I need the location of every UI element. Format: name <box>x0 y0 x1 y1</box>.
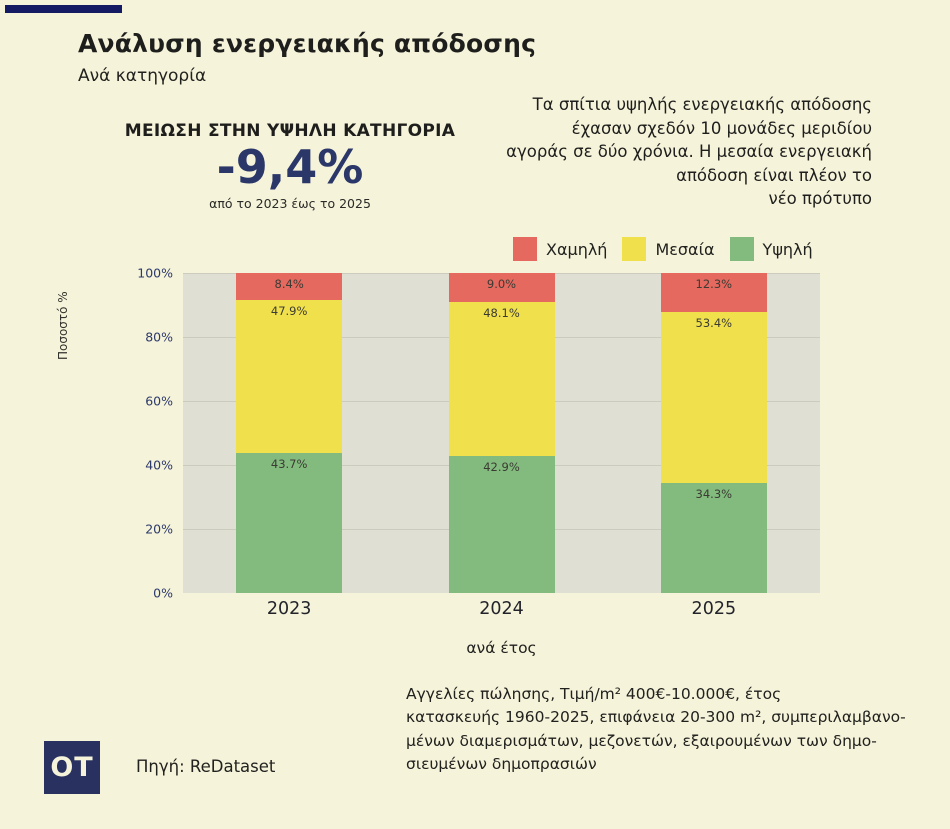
segment-value-label: 43.7% <box>270 457 308 472</box>
segment-value-label: 9.0% <box>486 277 517 292</box>
key-stat-heading: ΜΕΙΩΣΗ ΣΤΗΝ ΥΨΗΛΗ ΚΑΤΗΓΟΡΙΑ <box>124 121 456 141</box>
segment-value-label: 12.3% <box>695 277 733 292</box>
y-tick-label: 80% <box>145 329 173 345</box>
y-axis-ticks: 0% 20% 40% 60% 80% 100% <box>95 266 177 601</box>
legend-item-low: Χαμηλή <box>513 237 607 261</box>
legend-item-medium: Μεσαία <box>622 237 715 261</box>
key-stat-caption: από το 2023 έως το 2025 <box>209 196 371 212</box>
segment-2024-Υψηλή: 42.9% <box>448 455 555 593</box>
ot-logo: OT <box>44 741 100 794</box>
plot-area: 43.7% 47.9% 8.4% 42.9% 48.1% 9.0% 34.3% 53.4% 12… <box>183 273 820 593</box>
medium-swatch-icon <box>622 237 647 261</box>
stat-value: -9,4% <box>216 140 364 194</box>
segment-2025-Μεσαία: 53.4% <box>660 312 767 484</box>
segment-2024-Μεσαία: 48.1% <box>448 301 555 456</box>
x-tick-2024: 2024 <box>479 599 524 619</box>
source-credit: Πηγή: ReDataset <box>136 757 276 776</box>
segment-value-label: 8.4% <box>274 277 304 292</box>
segment-value-label: 48.1% <box>483 305 520 320</box>
y-tick-label: 60% <box>145 393 173 409</box>
y-tick-label: 0% <box>153 585 173 601</box>
legend-label-high: Υψηλή <box>762 239 813 259</box>
segment-value-label: 47.9% <box>270 303 308 318</box>
high-swatch-icon <box>729 237 754 261</box>
legend-label-low: Χαμηλή <box>546 239 608 259</box>
segment-2024-Χαμηλή: 9.0% <box>448 273 555 302</box>
segment-value-label: 42.9% <box>483 459 520 474</box>
page-title: Ανάλυση ενεργειακής απόδοσης <box>78 29 537 58</box>
legend-label-medium: Μεσαία <box>655 239 715 259</box>
y-axis-title: Ποσοστό % <box>56 291 70 360</box>
x-tick-2025: 2025 <box>691 599 737 619</box>
low-swatch-icon <box>513 237 537 261</box>
segment-value-label: 34.3% <box>695 487 733 502</box>
y-tick-label: 20% <box>145 521 173 537</box>
segment-2023-Χαμηλή: 8.4% <box>236 273 343 300</box>
methodology-note: Αγγελίες πώλησης, Τιμή/m² 400€-10.000€, … <box>406 685 906 773</box>
x-tick-2023: 2023 <box>266 599 312 619</box>
bar-2024: 42.9% 48.1% 9.0% <box>448 273 555 593</box>
segment-2023-Υψηλή: 43.7% <box>236 453 343 593</box>
key-stat-block: ΜΕΙΩΣΗ ΣΤΗΝ ΥΨΗΛΗ ΚΑΤΗΓΟΡΙΑ -9,4% από το… <box>110 121 470 211</box>
legend-item-high: Υψηλή <box>729 237 813 261</box>
chart-legend: Χαμηλή Μεσαία Υψηλή <box>513 237 813 261</box>
segment-2025-Χαμηλή: 12.3% <box>660 273 767 313</box>
y-tick-label: 100% <box>137 265 173 281</box>
segment-value-label: 53.4% <box>695 316 733 331</box>
x-axis-ticks: 2023 2024 2025 <box>183 599 820 623</box>
page-subtitle: Ανά κατηγορία <box>78 66 207 86</box>
bar-2025: 34.3% 53.4% 12.3% <box>660 273 767 593</box>
x-axis-title: ανά έτος <box>466 639 537 657</box>
bar-2023: 43.7% 47.9% 8.4% <box>236 273 343 593</box>
y-tick-label: 40% <box>145 457 173 473</box>
segment-2023-Μεσαία: 47.9% <box>236 299 343 454</box>
accent-bar <box>5 5 122 13</box>
segment-2025-Υψηλή: 34.3% <box>660 483 767 593</box>
annotation-text: Τα σπίτια υψηλής ενεργειακής απόδοσης έχ… <box>506 95 872 209</box>
